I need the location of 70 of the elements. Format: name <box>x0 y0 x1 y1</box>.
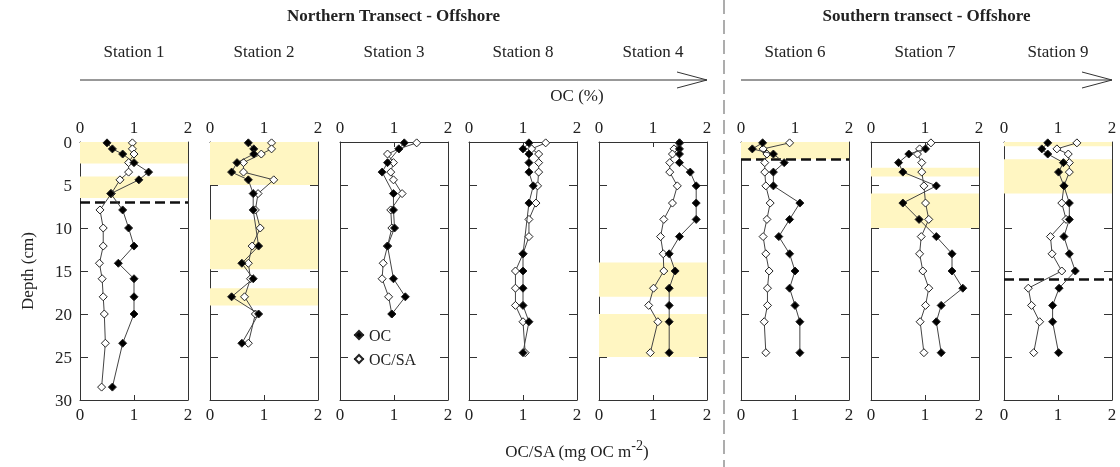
x-tick-label: 0 <box>999 405 1009 424</box>
x2-tick-label: 1 <box>790 118 800 137</box>
x-tick-label: 2 <box>974 405 984 424</box>
x-axis-title: OC/SA (mg OC m$^{-2}$) <box>505 437 649 462</box>
x2-tick-label: 2 <box>313 118 323 137</box>
chart-title: Station 4 <box>622 42 684 62</box>
x-tick-label: 0 <box>205 405 215 424</box>
x-tick-label: 0 <box>736 405 746 424</box>
x2-axis-title: OC (%) <box>550 86 604 106</box>
legend-label: OC/SA <box>369 350 417 368</box>
x-tick-label: 1 <box>1053 405 1063 424</box>
x2-tick-label: 1 <box>259 118 269 137</box>
text: Southern transect - Offshore <box>822 6 1031 26</box>
x2-tick-label: 0 <box>866 118 876 137</box>
x2-tick-label: 2 <box>844 118 854 137</box>
y-tick-label: 5 <box>63 175 72 195</box>
x2-tick-label: 2 <box>572 118 582 137</box>
x2-tick-label: 1 <box>920 118 930 137</box>
chart-title: Station 2 <box>233 42 295 62</box>
chart-title: Station 7 <box>894 42 956 62</box>
x2-tick-label: 2 <box>1107 118 1117 137</box>
x-tick-label: 0 <box>464 405 474 424</box>
text: Northern Transect - Offshore <box>287 6 500 26</box>
x-tick-label: 2 <box>572 405 582 424</box>
x2-tick-label: 1 <box>518 118 528 137</box>
x-tick-label: 1 <box>648 405 658 424</box>
x2-tick-label: 2 <box>974 118 984 137</box>
x2-tick-label: 2 <box>702 118 712 137</box>
x2-tick-label: 1 <box>648 118 658 137</box>
x-tick-label: 1 <box>920 405 930 424</box>
y-axis-title: Depth (cm) <box>18 232 37 310</box>
x-tick-label: 0 <box>594 405 604 424</box>
x2-tick-label: 0 <box>736 118 746 137</box>
y-tick-label: 0 <box>63 132 72 152</box>
y-tick-label: 30 <box>55 390 72 410</box>
x-tick-label: 2 <box>183 405 193 424</box>
x-tick-label: 1 <box>389 405 399 424</box>
chart-title: Station 6 <box>764 42 826 62</box>
x-tick-label: 0 <box>335 405 345 424</box>
y-tick-label: 10 <box>55 218 72 238</box>
x-tick-label: 2 <box>702 405 712 424</box>
x2-tick-label: 0 <box>594 118 604 137</box>
legend-label: OC <box>369 326 392 344</box>
x-tick-label: 2 <box>313 405 323 424</box>
x2-tick-label: 1 <box>129 118 139 137</box>
chart-title: Station 9 <box>1027 42 1089 62</box>
x-tick-label: 2 <box>1107 405 1117 424</box>
chart-title: Station 3 <box>363 42 425 62</box>
x2-tick-label: 2 <box>443 118 453 137</box>
chart-title: Station 1 <box>103 42 165 62</box>
x-tick-label: 1 <box>790 405 800 424</box>
x-tick-label: 1 <box>129 405 139 424</box>
x-tick-label: 2 <box>443 405 453 424</box>
chart-title: Station 8 <box>492 42 554 62</box>
x2-tick-label: 2 <box>183 118 193 137</box>
x2-tick-label: 0 <box>464 118 474 137</box>
x2-tick-label: 0 <box>75 118 85 137</box>
y-tick-label: 15 <box>55 261 72 281</box>
x2-tick-label: 0 <box>335 118 345 137</box>
x-tick-label: 0 <box>75 405 85 424</box>
y-tick-label: 25 <box>55 347 72 367</box>
x2-tick-label: 1 <box>1053 118 1063 137</box>
y-tick-label: 20 <box>55 304 72 324</box>
x-tick-label: 1 <box>518 405 528 424</box>
x-tick-label: 1 <box>259 405 269 424</box>
x2-tick-label: 1 <box>389 118 399 137</box>
x2-tick-label: 0 <box>205 118 215 137</box>
x-tick-label: 2 <box>844 405 854 424</box>
x-tick-label: 0 <box>866 405 876 424</box>
x2-tick-label: 0 <box>999 118 1009 137</box>
